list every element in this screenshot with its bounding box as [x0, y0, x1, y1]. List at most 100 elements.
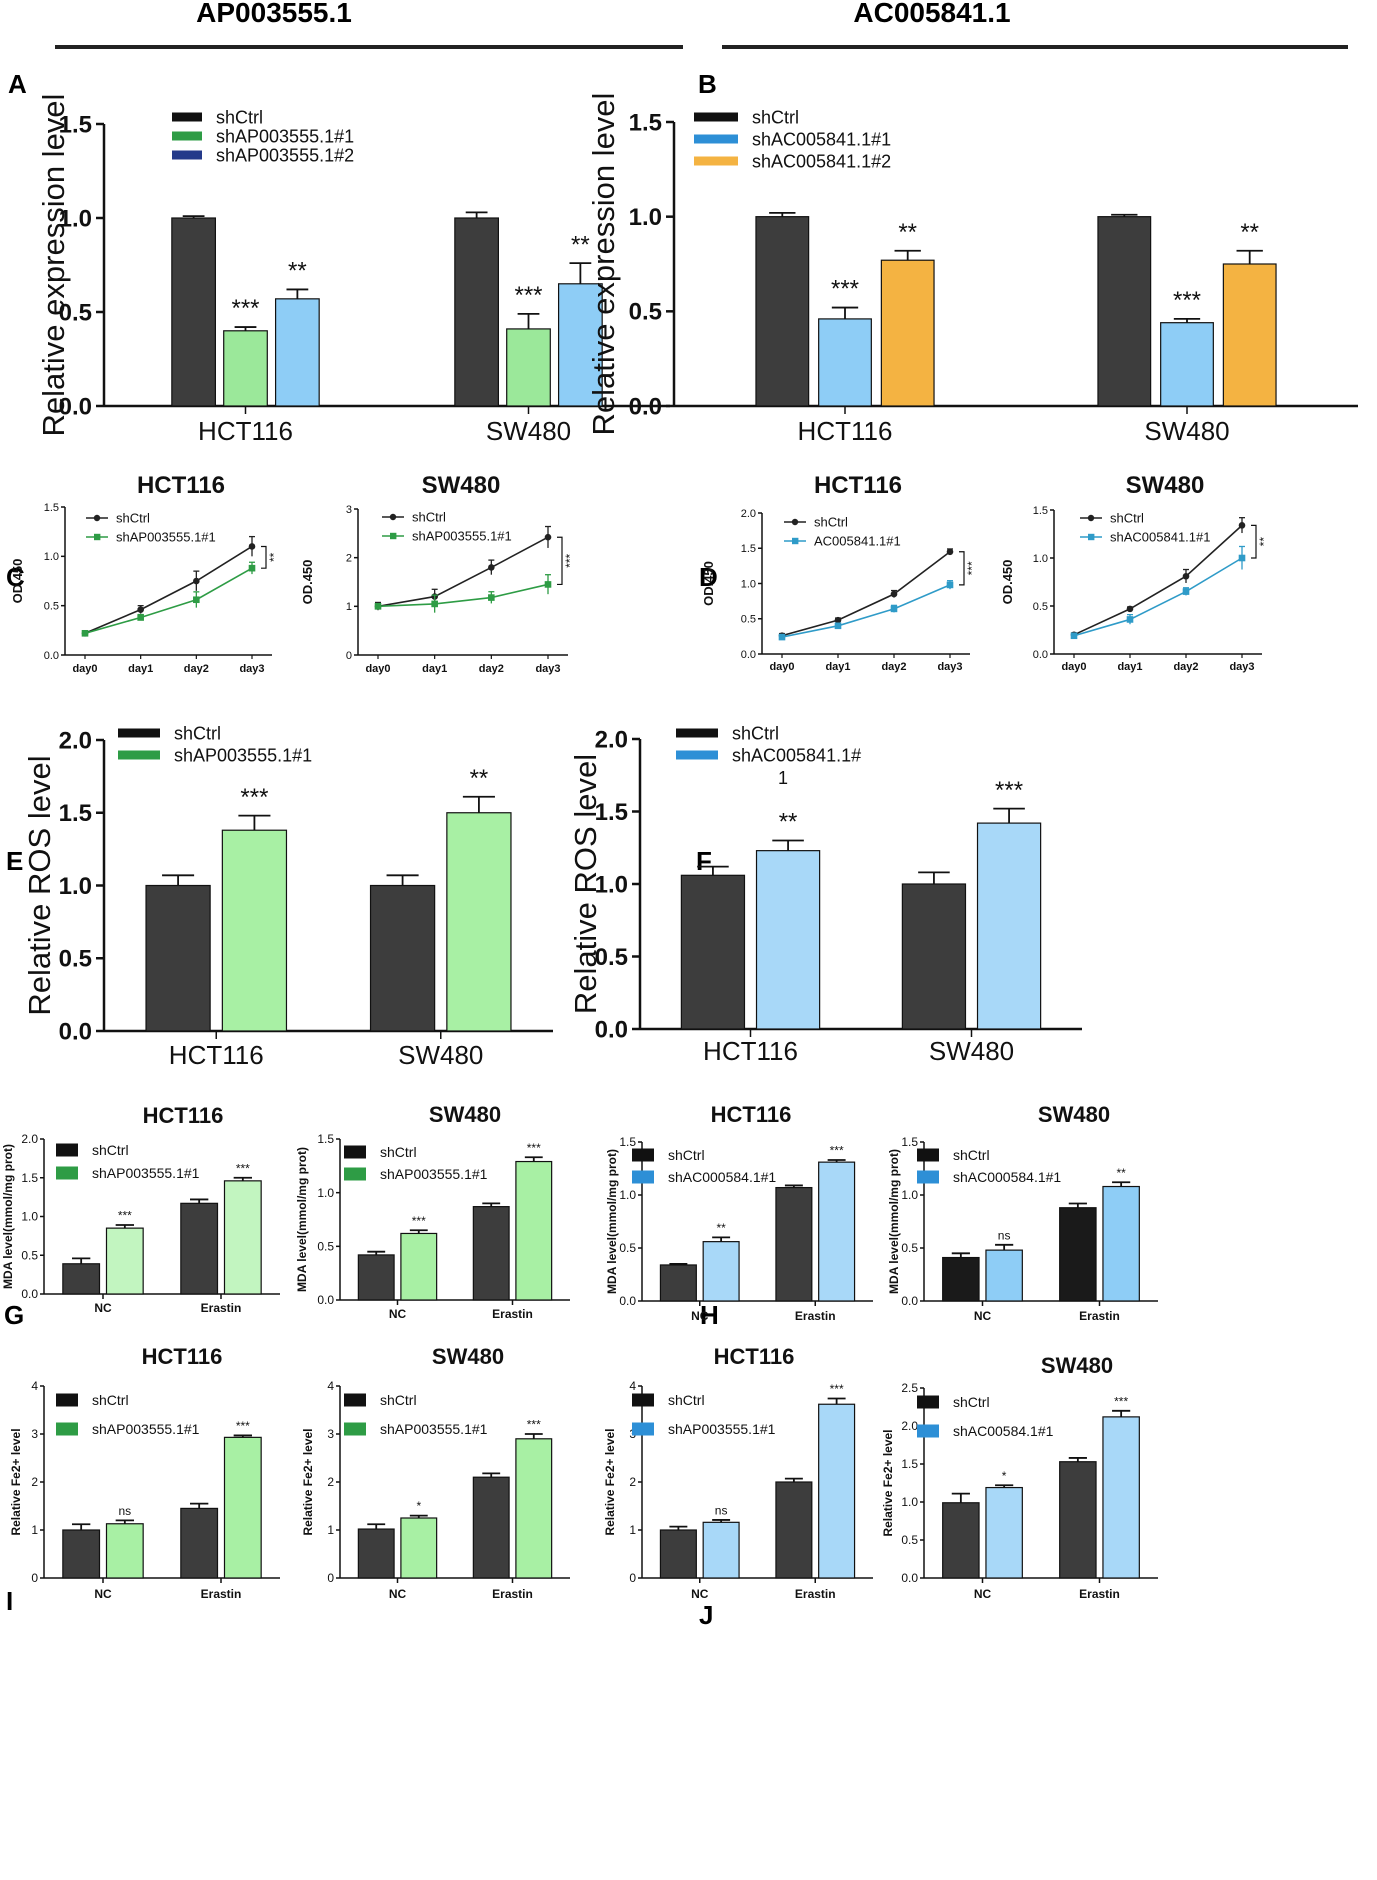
significance-bracket [959, 551, 965, 586]
legend-marker [792, 537, 799, 545]
data-point [946, 581, 954, 589]
legend-label: shAC005841.1# [732, 745, 861, 765]
legend-label: shAP003555.1#1 [216, 126, 354, 146]
legend-label: shAC000584.1#1 [668, 1169, 776, 1185]
legend-swatch [632, 1170, 654, 1184]
bar [1059, 1461, 1097, 1579]
series-line [84, 567, 253, 635]
x-tick-label: day1 [1117, 661, 1142, 673]
y-tick-label: 2.5 [901, 1381, 918, 1395]
y-tick-label: 1.0 [317, 1186, 334, 1200]
legend-label: shCtrl [752, 107, 799, 127]
significance-label: *** [527, 1141, 541, 1155]
data-point [137, 614, 144, 621]
y-axis-label: Relative Fe2+ level [9, 1428, 23, 1535]
y-tick-label: 1.5 [21, 1171, 38, 1185]
data-point [1070, 632, 1078, 640]
significance-label: ns [998, 1228, 1011, 1242]
bar [446, 812, 512, 1032]
legend-marker [1088, 533, 1095, 541]
panel-label-a: A [8, 69, 27, 99]
legend-marker [94, 533, 101, 541]
y-tick-label: 0 [629, 1571, 636, 1585]
legend-marker [1087, 514, 1095, 522]
significance-label: *** [236, 1161, 250, 1175]
significance-label: ** [716, 1221, 726, 1235]
bar [985, 1486, 1023, 1579]
y-tick-label: 0.0 [629, 393, 662, 420]
y-tick-label: 0.0 [1033, 649, 1048, 661]
data-point [946, 548, 954, 556]
legend-label: shAP003555.1#1 [174, 745, 312, 765]
x-tick-label: NC [389, 1307, 407, 1321]
significance-label: *** [231, 295, 259, 322]
legend-marker [791, 518, 799, 526]
x-tick-label: day0 [365, 663, 390, 675]
significance-label: * [416, 1499, 421, 1513]
y-axis-label: MDA level(mmol/mg prot) [605, 1149, 619, 1294]
series-line [84, 545, 253, 635]
bar [171, 217, 217, 407]
bar [1097, 216, 1152, 407]
significance-label: *** [965, 561, 979, 575]
x-tick-label: NC [691, 1587, 709, 1601]
legend-swatch [676, 750, 718, 760]
bar [976, 822, 1042, 1030]
y-tick-label: 0.5 [317, 1240, 334, 1254]
x-tick-label: NC [94, 1301, 112, 1315]
legend-marker [389, 513, 397, 521]
legend-label: shCtrl [953, 1147, 990, 1163]
y-tick-label: 0.0 [317, 1293, 334, 1307]
bar [515, 1160, 553, 1301]
significance-label: * [1002, 1469, 1007, 1483]
significance-label: ** [898, 219, 917, 246]
y-tick-label: 1.5 [619, 1135, 636, 1149]
x-tick-label: NC [691, 1309, 709, 1323]
y-tick-label: 1.0 [741, 578, 756, 590]
chart-g: HCT116 0.0 0.5 1.0 1.5 2.0 MDA level(mmol/mg p… [1, 1103, 280, 1315]
bar [145, 884, 211, 1032]
bar [223, 1180, 262, 1295]
x-tick-label: Erastin [1079, 1309, 1120, 1323]
x-tick-label: NC [389, 1587, 407, 1601]
data-point [1182, 588, 1190, 595]
bar [506, 328, 551, 407]
legend-label: shAP003555.1#1 [412, 529, 512, 544]
legend-label: shCtrl [216, 107, 263, 127]
y-tick-label: 3 [31, 1427, 38, 1441]
legend-marker [93, 514, 101, 522]
y-axis-label: OD.450 [1000, 560, 1015, 605]
x-tick-label: day3 [937, 661, 962, 673]
y-tick-label: 0.0 [595, 1016, 628, 1043]
series-line [377, 583, 549, 608]
y-tick-label: 1.0 [901, 1495, 918, 1509]
y-tick-label: 1.5 [44, 502, 59, 514]
significance-label: *** [236, 1419, 250, 1433]
y-tick-label: 1.5 [317, 1132, 334, 1146]
significance-label: *** [527, 1418, 541, 1432]
data-point [1182, 572, 1190, 580]
x-tick-label: HCT116 [703, 1036, 798, 1066]
y-tick-label: 0.0 [619, 1294, 636, 1308]
significance-bracket [1251, 524, 1257, 559]
legend-swatch [917, 1148, 939, 1162]
bar [680, 874, 746, 1030]
legend-label: shAC000584.1#1 [953, 1169, 1061, 1185]
x-tick-label: NC [94, 1587, 112, 1601]
bar [659, 1264, 697, 1302]
data-point [374, 603, 382, 610]
y-tick-label: 2.0 [59, 727, 92, 754]
legend-label-cont: 1 [778, 768, 788, 788]
legend-label: shCtrl [732, 723, 779, 743]
legend-swatch [694, 112, 738, 122]
series-line [1073, 524, 1243, 636]
data-point [81, 629, 89, 637]
significance-label: *** [563, 553, 577, 567]
y-tick-label: 0.5 [901, 1533, 918, 1547]
y-tick-label: 0.5 [629, 299, 662, 326]
y-tick-label: 3 [346, 504, 352, 516]
bar [702, 1521, 740, 1579]
y-tick-label: 0.5 [59, 946, 92, 973]
